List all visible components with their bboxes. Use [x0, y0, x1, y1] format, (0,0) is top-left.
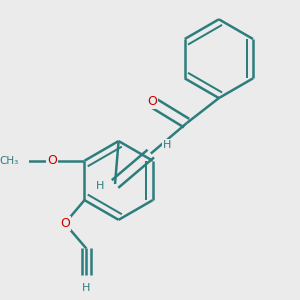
Text: H: H [82, 283, 91, 293]
Text: O: O [148, 95, 158, 108]
Text: H: H [96, 181, 104, 191]
Text: H: H [163, 140, 171, 150]
Text: O: O [60, 217, 70, 230]
Text: O: O [47, 154, 57, 167]
Text: CH₃: CH₃ [0, 156, 18, 166]
